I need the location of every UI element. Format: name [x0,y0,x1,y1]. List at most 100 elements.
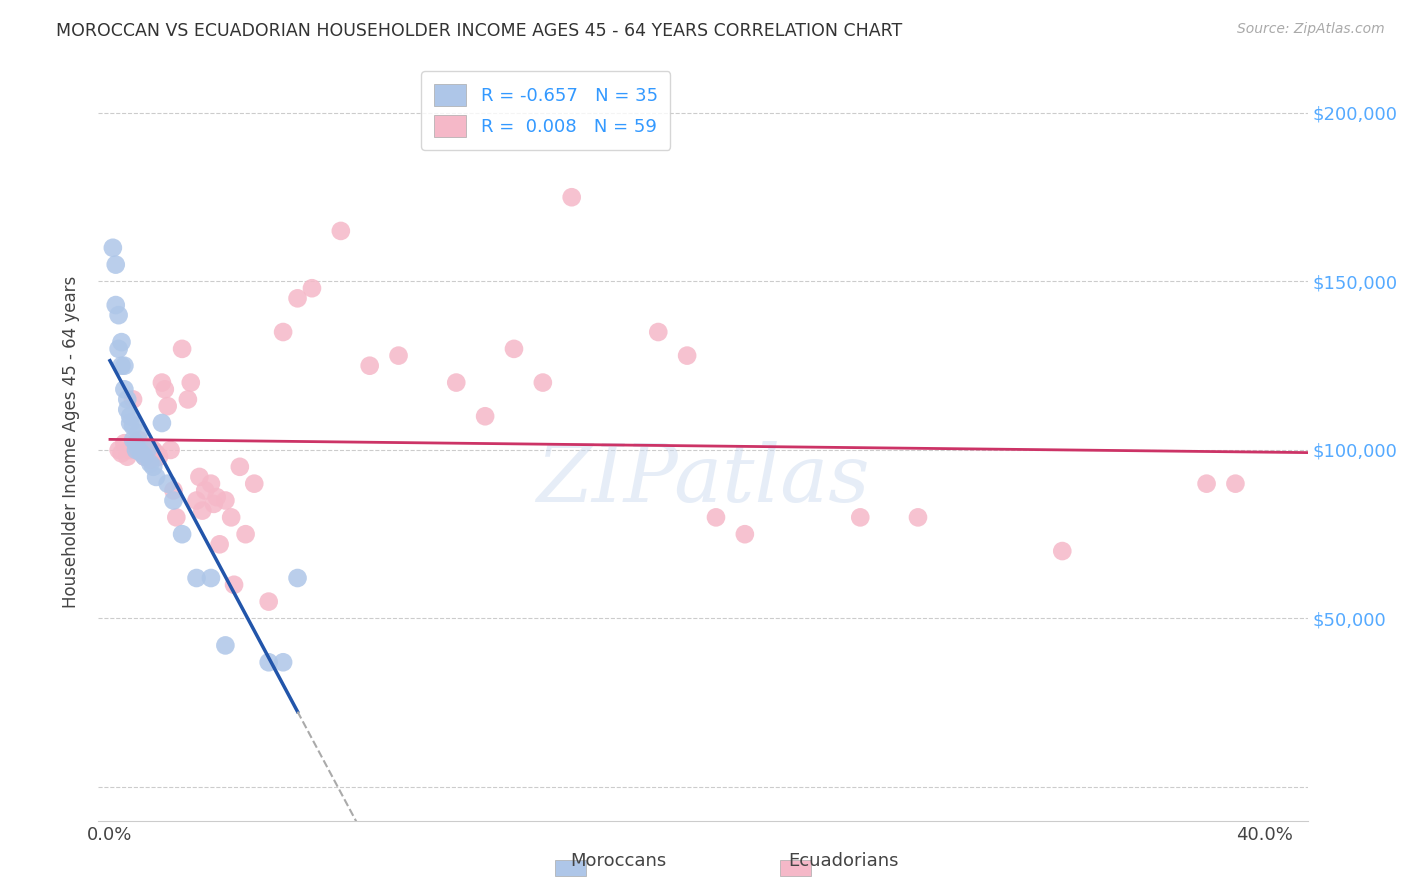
Point [1225,476,1247,491]
Point [208,537,231,551]
Point [271,655,294,669]
Point [148,450,170,464]
Y-axis label: Householder Income Ages 45 - 64 years: Householder Income Ages 45 - 64 years [62,276,80,607]
Point [134,450,156,464]
Point [561,190,583,204]
Point [112,436,135,450]
Point [110,335,132,350]
Point [134,450,156,464]
Point [849,510,872,524]
Point [125,436,148,450]
Point [104,298,127,312]
Point [1052,544,1074,558]
Point [136,442,159,457]
Point [301,281,323,295]
Point [131,442,153,457]
Point [194,483,217,498]
Point [222,578,245,592]
Point [156,476,179,491]
Point [159,442,181,457]
Point [104,258,127,272]
Point [243,476,266,491]
Point [107,442,129,457]
Point [112,382,135,396]
Point [359,359,381,373]
Point [704,510,727,524]
Point [907,510,929,524]
Point [200,476,222,491]
Point [205,490,228,504]
Point [214,639,236,653]
Point [142,442,165,457]
Point [503,342,526,356]
Text: Source: ZipAtlas.com: Source: ZipAtlas.com [1237,22,1385,37]
Text: ZIPatlas: ZIPatlas [536,441,870,518]
Point [257,594,280,608]
Point [229,459,252,474]
Point [186,571,208,585]
Point [136,440,159,454]
Point [145,470,167,484]
Text: Moroccans: Moroccans [571,852,666,870]
Point [1195,476,1218,491]
Point [139,453,162,467]
Point [125,442,148,457]
Point [287,291,309,305]
Point [110,446,132,460]
Point [162,493,184,508]
Point [120,442,142,457]
Point [191,503,214,517]
Point [150,416,173,430]
Point [177,392,200,407]
Point [128,433,150,447]
Point [131,446,153,460]
Point [647,325,669,339]
Point [271,325,294,339]
Point [387,349,409,363]
Point [107,308,129,322]
Point [120,409,142,424]
Point [165,510,187,524]
Legend: R = -0.657   N = 35, R =  0.008   N = 59: R = -0.657 N = 35, R = 0.008 N = 59 [422,71,671,150]
Point [117,392,139,407]
Point [125,442,148,457]
Point [531,376,554,390]
Point [122,392,145,407]
Point [200,571,222,585]
Point [474,409,496,424]
Point [188,470,211,484]
Point [257,655,280,669]
Point [219,510,242,524]
Point [180,376,202,390]
Point [186,493,208,508]
Point [110,359,132,373]
Point [139,457,162,471]
Point [117,402,139,417]
Point [107,342,129,356]
Point [162,483,184,498]
Point [117,450,139,464]
Point [128,426,150,441]
Point [142,459,165,474]
Point [214,493,236,508]
Point [446,376,468,390]
Point [156,399,179,413]
Point [153,382,176,396]
Text: MOROCCAN VS ECUADORIAN HOUSEHOLDER INCOME AGES 45 - 64 YEARS CORRELATION CHART: MOROCCAN VS ECUADORIAN HOUSEHOLDER INCOM… [56,22,903,40]
Point [287,571,309,585]
Point [145,446,167,460]
Point [202,497,225,511]
Point [172,342,194,356]
Point [112,359,135,373]
Point [172,527,194,541]
Point [676,349,699,363]
Point [101,241,124,255]
Point [122,419,145,434]
Point [128,442,150,457]
Point [235,527,257,541]
Point [734,527,756,541]
Point [120,416,142,430]
Point [122,433,145,447]
Point [150,376,173,390]
Text: Ecuadorians: Ecuadorians [789,852,898,870]
